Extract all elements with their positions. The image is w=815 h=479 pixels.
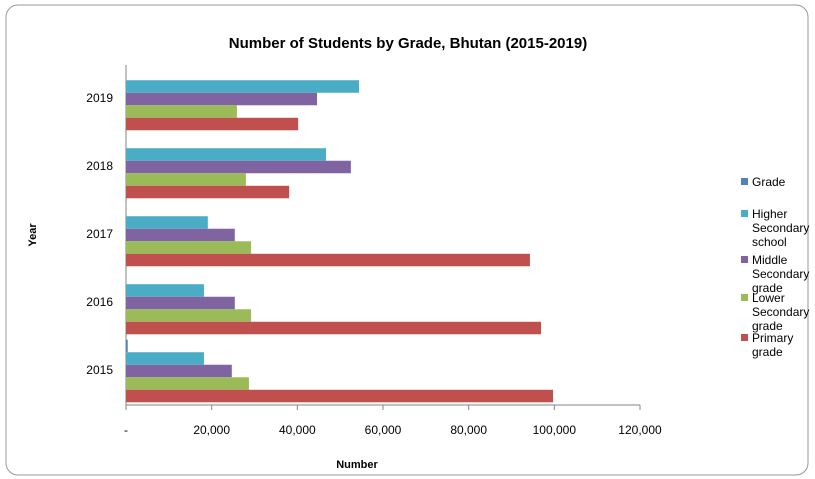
legend-item: Middle Secondary grade	[741, 253, 813, 295]
legend-swatch	[741, 178, 748, 185]
bar	[126, 389, 554, 403]
bar	[126, 80, 360, 93]
bar	[126, 321, 542, 335]
x-tick-label: -	[124, 423, 128, 437]
y-tick-label: 2015	[86, 363, 113, 377]
bar	[126, 253, 530, 267]
legend-label: Middle Secondary grade	[752, 253, 810, 295]
x-tick-label: 120,000	[618, 423, 662, 437]
legend-swatch	[741, 210, 748, 217]
legend-item: Grade	[741, 175, 813, 189]
bar	[126, 216, 208, 229]
y-axis-label: Year	[27, 223, 39, 247]
legend-label: Grade	[752, 175, 786, 189]
y-tick-label: 2017	[86, 227, 113, 241]
bar	[126, 117, 299, 131]
bar	[126, 241, 252, 254]
x-tick-label: 80,000	[450, 423, 487, 437]
legend-swatch	[741, 256, 748, 263]
bar	[126, 309, 252, 322]
legend-swatch	[741, 334, 748, 341]
legend-item: Primary grade	[741, 331, 813, 359]
legend-item: Lower Secondary grade	[741, 291, 813, 333]
bar	[126, 377, 249, 390]
x-tick-label: 40,000	[279, 423, 316, 437]
legend-swatch	[741, 294, 748, 301]
y-tick-label: 2016	[86, 295, 113, 309]
x-tick-label: 20,000	[193, 423, 230, 437]
bar	[126, 352, 204, 365]
bar	[126, 105, 237, 118]
bar	[126, 284, 204, 297]
legend-label: Lower Secondary grade	[752, 291, 810, 333]
legend-item: Higher Secondary school	[741, 207, 813, 249]
x-axis-label: Number	[336, 459, 378, 471]
legend-label: Primary grade	[752, 331, 794, 359]
bar	[126, 185, 290, 199]
bar	[126, 364, 232, 378]
bar	[126, 173, 246, 186]
bar	[126, 339, 128, 353]
x-tick-label: 100,000	[533, 423, 577, 437]
bar	[126, 296, 235, 310]
bar	[126, 228, 235, 242]
bar	[126, 92, 318, 106]
bar	[126, 148, 327, 161]
legend-label: Higher Secondary school	[752, 207, 810, 249]
y-tick-label: 2019	[86, 91, 113, 105]
chart-title: Number of Students by Grade, Bhutan (201…	[229, 35, 587, 52]
bar	[126, 160, 351, 174]
x-tick-label: 60,000	[365, 423, 402, 437]
y-tick-label: 2018	[86, 159, 113, 173]
